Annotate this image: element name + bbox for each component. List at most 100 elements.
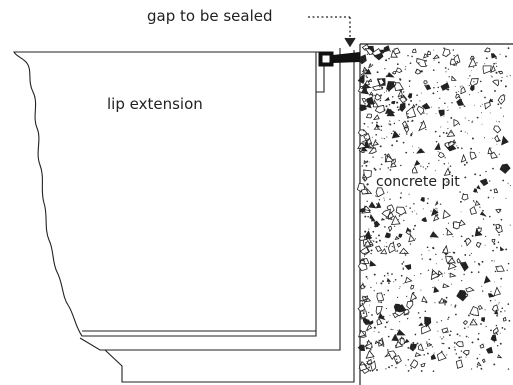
concrete-speck bbox=[395, 250, 397, 252]
concrete-speck bbox=[430, 237, 432, 239]
concrete-speck bbox=[387, 156, 389, 158]
concrete-speck bbox=[389, 198, 391, 200]
concrete-speck bbox=[396, 63, 399, 66]
concrete-speck bbox=[363, 178, 366, 181]
concrete-fleck bbox=[378, 339, 384, 346]
concrete-speck bbox=[420, 323, 422, 325]
concrete-speck bbox=[450, 304, 452, 306]
concrete-speck bbox=[412, 228, 415, 230]
concrete-speck bbox=[502, 115, 505, 117]
concrete-speck bbox=[500, 98, 503, 101]
concrete-speck bbox=[490, 189, 492, 192]
concrete-speck bbox=[411, 119, 414, 122]
concrete-speck bbox=[489, 299, 492, 302]
concrete-speck bbox=[365, 360, 367, 362]
concrete-speck bbox=[368, 366, 370, 369]
concrete-fleck bbox=[443, 167, 451, 176]
concrete-fleck bbox=[418, 322, 424, 327]
concrete-speck bbox=[385, 368, 387, 370]
concrete-fleck bbox=[502, 316, 507, 322]
concrete-speck bbox=[368, 161, 370, 163]
concrete-speck bbox=[481, 285, 483, 287]
concrete-speck bbox=[448, 273, 450, 275]
concrete-speck bbox=[434, 170, 436, 172]
seal-inner bbox=[321, 54, 331, 64]
concrete-speck bbox=[362, 258, 365, 261]
concrete-fleck bbox=[424, 316, 432, 328]
concrete-speck bbox=[364, 142, 366, 144]
concrete-speck bbox=[509, 75, 511, 77]
concrete-speck bbox=[406, 277, 408, 279]
concrete-fleck bbox=[393, 355, 402, 365]
concrete-speck bbox=[373, 358, 375, 359]
concrete-speck bbox=[388, 282, 390, 284]
concrete-speck bbox=[404, 68, 406, 70]
concrete-fleck bbox=[414, 352, 422, 358]
concrete-speck bbox=[442, 131, 445, 134]
concrete-speck bbox=[416, 342, 419, 345]
concrete-fleck bbox=[402, 120, 409, 128]
concrete-speck bbox=[405, 66, 407, 68]
concrete-speck bbox=[447, 106, 449, 108]
concrete-speck bbox=[385, 90, 387, 92]
concrete-speck bbox=[445, 330, 448, 333]
concrete-speck bbox=[393, 133, 395, 135]
concrete-fleck bbox=[374, 93, 382, 101]
concrete-speck bbox=[425, 128, 427, 131]
concrete-speck bbox=[448, 76, 450, 78]
concrete-speck bbox=[501, 307, 504, 310]
concrete-fleck bbox=[410, 284, 415, 290]
concrete-fleck bbox=[469, 305, 480, 317]
concrete-speck bbox=[389, 169, 392, 171]
concrete-speck bbox=[420, 122, 423, 124]
concrete-fleck bbox=[411, 48, 417, 54]
concrete-speck bbox=[453, 226, 455, 228]
concrete-speck bbox=[371, 346, 373, 348]
concrete-speck bbox=[435, 253, 437, 256]
concrete-speck bbox=[371, 240, 373, 242]
concrete-speck bbox=[456, 60, 459, 63]
concrete-speck bbox=[362, 318, 365, 321]
concrete-speck bbox=[450, 256, 452, 258]
concrete-speck bbox=[366, 160, 369, 163]
concrete-speck bbox=[433, 59, 435, 61]
concrete-speck bbox=[435, 140, 438, 143]
concrete-speck bbox=[447, 121, 449, 123]
concrete-speck bbox=[450, 116, 453, 119]
concrete-speck bbox=[418, 62, 420, 64]
concrete-fleck bbox=[430, 353, 437, 360]
concrete-speck bbox=[496, 333, 499, 336]
concrete-fleck bbox=[478, 305, 484, 311]
concrete-speck bbox=[396, 329, 398, 331]
concrete-speck bbox=[376, 203, 378, 205]
concrete-fleck bbox=[499, 163, 511, 174]
concrete-speck bbox=[464, 131, 466, 133]
concrete-speck bbox=[409, 62, 412, 65]
concrete-fleck bbox=[446, 257, 456, 264]
concrete-speck bbox=[367, 215, 369, 218]
concrete-speck bbox=[461, 262, 464, 265]
concrete-speck bbox=[467, 326, 469, 328]
concrete-speck bbox=[362, 282, 364, 284]
concrete-speck bbox=[383, 199, 385, 201]
concrete-fleck bbox=[366, 358, 372, 365]
concrete-speck bbox=[489, 215, 491, 218]
concrete-speck bbox=[468, 85, 470, 87]
concrete-speck bbox=[399, 321, 401, 323]
concrete-speck bbox=[450, 64, 451, 66]
concrete-fleck bbox=[491, 238, 496, 243]
concrete-fleck bbox=[388, 225, 393, 233]
concrete-speck bbox=[426, 166, 429, 168]
concrete-fleck bbox=[372, 140, 379, 146]
concrete-speck bbox=[493, 363, 496, 366]
concrete-speck bbox=[471, 234, 474, 237]
concrete-speck bbox=[370, 203, 372, 206]
concrete-speck bbox=[458, 96, 461, 99]
concrete-speck bbox=[382, 345, 385, 347]
concrete-fleck bbox=[422, 53, 430, 59]
concrete-fleck bbox=[453, 118, 460, 127]
concrete-speck bbox=[390, 328, 392, 331]
concrete-speck bbox=[445, 132, 448, 135]
concrete-fleck bbox=[488, 98, 494, 103]
